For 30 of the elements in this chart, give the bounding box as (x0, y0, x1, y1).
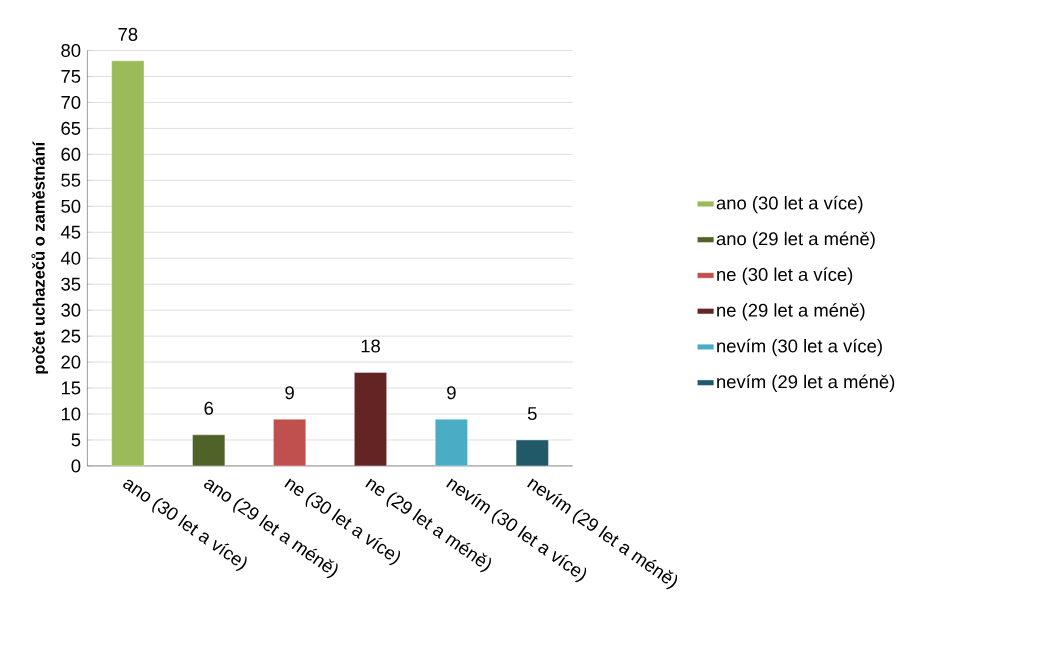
y-tick-label: 60 (61, 147, 81, 161)
y-tick-label: 20 (61, 355, 81, 369)
y-tick-label: 30 (61, 303, 81, 317)
y-tick-label: 15 (61, 381, 81, 395)
y-axis-title: počet uchazečů o zaměstnání (31, 141, 49, 374)
y-tick-label: 80 (61, 43, 81, 57)
y-tick-label: 25 (61, 329, 81, 343)
data-label: 6 (204, 401, 214, 415)
legend-label: ano (30 let a více) (716, 195, 863, 214)
legend-label: ano (29 let a méně) (716, 231, 875, 249)
legend-label: ne (30 let a více) (717, 267, 853, 285)
y-tick-label: 55 (61, 173, 81, 187)
data-label: 9 (285, 386, 294, 400)
y-tick-label: 45 (60, 225, 81, 239)
legend-label: ne (29 let a méně) (717, 302, 865, 321)
legend-label: nevím (30 let a více) (717, 338, 882, 357)
y-tick-label: 50 (61, 199, 81, 213)
y-tick-label: 65 (61, 121, 81, 135)
data-label: 78 (118, 27, 138, 41)
y-tick-label: 35 (61, 277, 81, 291)
data-label: 5 (527, 407, 537, 420)
legend-label: nevím (29 let a méně) (717, 374, 895, 392)
y-tick-label: 70 (61, 95, 81, 109)
y-tick-label: 10 (61, 407, 81, 421)
data-label: 9 (447, 386, 456, 400)
data-label: 18 (361, 339, 380, 353)
y-tick-label: 75 (61, 69, 81, 83)
y-tick-label: 40 (60, 251, 81, 265)
y-tick-label: 0 (71, 459, 81, 473)
y-tick-label: 5 (71, 433, 81, 447)
